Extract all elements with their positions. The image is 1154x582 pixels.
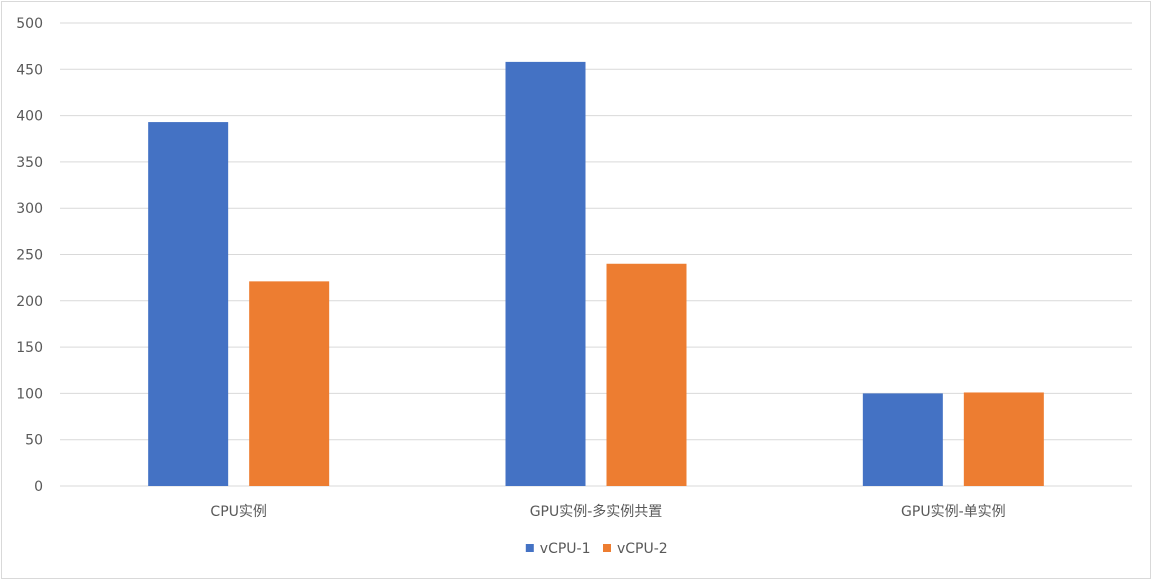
bar-vCPU-2-2 bbox=[963, 392, 1044, 486]
y-tick-label: 200 bbox=[16, 294, 43, 310]
y-tick-label: 500 bbox=[16, 16, 43, 32]
x-axis-ticks: CPU实例 GPU实例-多实例共置 GPU实例-单实例 bbox=[210, 503, 1005, 520]
bar-vCPU-2-0 bbox=[249, 281, 330, 486]
gridlines bbox=[60, 22, 1132, 487]
y-tick-label: 50 bbox=[25, 433, 43, 449]
y-tick-label: 450 bbox=[16, 62, 43, 78]
x-tick-label: GPU实例-多实例共置 bbox=[530, 503, 663, 520]
y-tick-label: 300 bbox=[16, 201, 43, 217]
bar-vCPU-1-1 bbox=[505, 61, 586, 486]
bar-vCPU-2-1 bbox=[606, 263, 687, 486]
legend: vCPU-1 vCPU-2 bbox=[525, 541, 668, 557]
legend-label: vCPU-2 bbox=[617, 541, 668, 557]
x-tick-label: CPU实例 bbox=[210, 504, 266, 520]
x-tick-label: GPU实例-单实例 bbox=[901, 504, 1006, 520]
y-tick-label: 100 bbox=[16, 386, 43, 402]
legend-label: vCPU-1 bbox=[540, 541, 591, 557]
bar-vCPU-1-2 bbox=[862, 393, 943, 486]
bar-vCPU-1-0 bbox=[148, 122, 229, 486]
legend-swatch-vCPU-1 bbox=[525, 544, 534, 552]
y-tick-label: 250 bbox=[16, 248, 43, 264]
y-tick-label: 0 bbox=[34, 479, 43, 495]
bars bbox=[148, 61, 1044, 486]
y-tick-label: 400 bbox=[16, 109, 43, 125]
legend-swatch-vCPU-2 bbox=[603, 544, 611, 552]
y-axis-ticks: 0 50 100 150 200 250 300 350 400 450 500 bbox=[16, 16, 43, 495]
y-tick-label: 350 bbox=[16, 155, 43, 171]
y-tick-label: 150 bbox=[16, 340, 43, 356]
